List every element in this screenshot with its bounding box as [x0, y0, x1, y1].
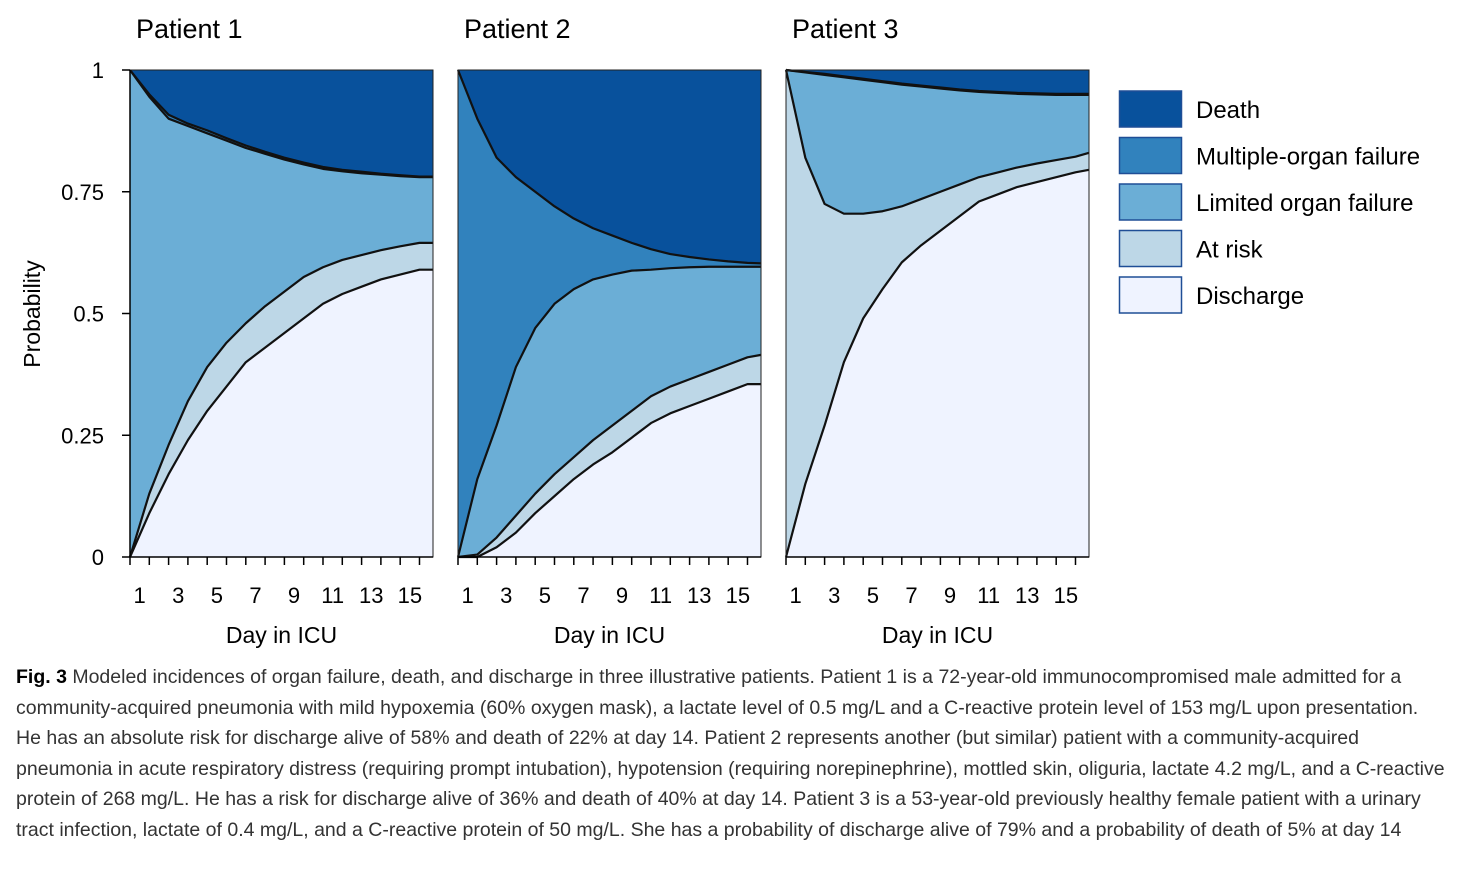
legend-item-limited-organ-failure: Limited organ failure: [1118, 183, 1413, 221]
area-discharge: [458, 384, 761, 557]
x-tick-label: 1: [462, 583, 474, 608]
y-tick-label: 0: [92, 545, 104, 570]
y-tick-label: 0.75: [61, 180, 104, 205]
panel-title: Patient 2: [464, 14, 571, 44]
area-discharge: [786, 169, 1089, 557]
boundary-line-limited-organ-failure: [456, 265, 761, 558]
x-tick-label: 7: [905, 583, 917, 608]
area-limited-organ-failure: [130, 70, 433, 557]
boundary-line-at-risk: [457, 353, 762, 559]
x-tick-label: 13: [359, 583, 383, 608]
x-tick-label: 1: [134, 583, 146, 608]
y-tick-label: 0.5: [73, 302, 104, 327]
boundary-line-discharge: [784, 168, 1090, 558]
x-axis-label: Day in ICU: [226, 622, 337, 648]
legend-label: Discharge: [1196, 283, 1304, 310]
x-tick-label: 1: [790, 583, 802, 608]
chart-legend: Death Multiple-organ failure Limited organ…: [1118, 90, 1420, 314]
boundary-line-multiple-organ-failure: [129, 69, 433, 178]
area-death: [786, 70, 1089, 94]
x-tick-label: 7: [249, 583, 261, 608]
boundary-line-multiple-organ-failure: [785, 68, 1089, 95]
legend-item-death: Death: [1118, 90, 1260, 128]
legend-item-at-risk: At risk: [1118, 229, 1264, 268]
legend-swatch: [1118, 276, 1183, 314]
x-tick-label: 3: [172, 583, 184, 608]
legend-label: Multiple-organ failure: [1196, 144, 1420, 171]
figure-caption-label: Fig. 3: [16, 666, 67, 688]
legend-label: Limited organ failure: [1196, 190, 1413, 217]
area-at-risk: [458, 354, 761, 557]
x-tick-label: 15: [1054, 583, 1078, 608]
x-tick-label: 3: [500, 583, 512, 608]
figure-caption-text: Modeled incidences of organ failure, dea…: [16, 666, 1445, 841]
area-at-risk: [130, 242, 433, 557]
panel-title: Patient 1: [136, 14, 243, 44]
area-limited-organ-failure: [458, 266, 761, 557]
x-tick-label: 5: [211, 583, 223, 608]
x-tick-label: 9: [944, 583, 956, 608]
x-tick-label: 5: [867, 583, 879, 608]
panel-title: Patient 3: [792, 14, 899, 44]
area-discharge: [130, 269, 433, 557]
area-death: [130, 70, 433, 177]
x-axis-label: Day in ICU: [882, 622, 993, 648]
legend-item-discharge: Discharge: [1118, 276, 1304, 314]
x-tick-label: 15: [398, 583, 422, 608]
legend-swatch: [1118, 90, 1183, 128]
legend-label: Death: [1196, 97, 1260, 124]
figure-caption: Fig. 3 Modeled incidences of organ failu…: [16, 662, 1448, 845]
boundary-line-discharge: [458, 383, 761, 559]
x-tick-label: 11: [649, 583, 672, 608]
boundary-line-at-risk: [784, 69, 1090, 215]
boundary-line-at-risk: [128, 241, 433, 558]
x-tick-label: 15: [726, 583, 750, 608]
area-limited-organ-failure: [786, 70, 1089, 214]
x-tick-label: 11: [977, 583, 1000, 608]
legend-swatch: [1118, 183, 1183, 221]
x-axis-label: Day in ICU: [554, 622, 665, 648]
x-tick-label: 9: [616, 583, 628, 608]
x-tick-label: 5: [539, 583, 551, 608]
x-tick-label: 11: [321, 583, 344, 608]
legend-swatch: [1118, 229, 1183, 268]
y-axis-label: Probability: [19, 260, 45, 368]
y-tick-label: 1: [92, 58, 104, 83]
x-tick-label: 13: [1015, 583, 1039, 608]
boundary-line-discharge: [128, 268, 433, 558]
x-tick-label: 3: [828, 583, 840, 608]
area-death: [458, 70, 761, 264]
x-tick-label: 13: [687, 583, 711, 608]
legend-item-multiple-organ-failure: Multiple-organ failure: [1118, 136, 1420, 175]
y-tick-label: 0.25: [61, 423, 104, 448]
area-at-risk: [786, 70, 1089, 557]
x-tick-label: 7: [577, 583, 589, 608]
x-tick-label: 9: [288, 583, 300, 608]
legend-swatch: [1118, 136, 1183, 175]
boundary-line-multiple-organ-failure: [456, 69, 762, 265]
legend-label: At risk: [1196, 237, 1264, 264]
